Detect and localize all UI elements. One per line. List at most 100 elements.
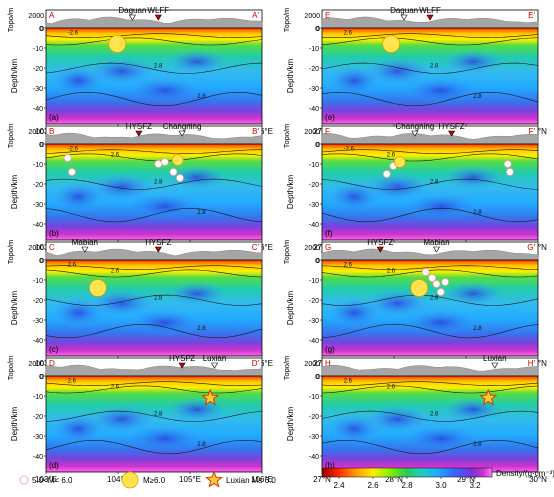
section-frame	[45, 27, 263, 125]
topo-tick-label: 2000	[28, 13, 44, 20]
profile-end-label: G′	[527, 243, 535, 252]
topo-axis-label: Topo/m	[6, 124, 15, 149]
low-density-anomaly	[50, 64, 107, 97]
density-contour	[45, 62, 263, 74]
contour-label: 2.8	[430, 295, 439, 301]
earthquake-small	[421, 268, 430, 276]
topo-tick-label: 0	[40, 258, 44, 265]
depth-tick-label: -40	[309, 222, 319, 229]
x-tick-label: 28°N	[385, 475, 403, 484]
density-contour	[321, 323, 539, 339]
depth-tick-label: -40	[309, 106, 319, 113]
profile-end-label: B′	[252, 127, 259, 136]
topo-tick-label: 2000	[28, 245, 44, 252]
depth-tick-label: -20	[33, 66, 43, 73]
marker-label: HYSFZ	[126, 122, 152, 131]
panel-letter: (g)	[325, 345, 335, 354]
earthquake-small	[382, 170, 391, 178]
density-contour	[321, 62, 539, 74]
contour-label: 2.6	[387, 384, 396, 390]
contour-label: 2.8	[430, 411, 439, 417]
density-contour	[45, 91, 263, 107]
density-contour	[321, 439, 539, 455]
topo-tick-label: 0	[316, 142, 320, 149]
profile-start-label: H	[325, 359, 331, 368]
depth-tick-label: -30	[33, 434, 43, 441]
profile-start-label: B	[49, 127, 54, 136]
contour-label: 2.6	[111, 152, 120, 158]
panel-letter: (d)	[49, 461, 59, 470]
legend-star-label: Luxian Ms 6.0	[226, 476, 276, 485]
earthquake-small	[436, 288, 445, 296]
depth-tick-label: -20	[33, 182, 43, 189]
depth-tick-label: -30	[309, 202, 319, 209]
contour-label: 2.8	[154, 411, 163, 417]
depth-tick-label: 0	[39, 258, 43, 265]
panel-letter: (c)	[49, 345, 59, 354]
profile-start-label: D	[49, 359, 55, 368]
earthquake-small	[432, 280, 441, 288]
topography-profile	[321, 133, 539, 145]
topo-axis-label: Topo/m	[282, 240, 291, 265]
depth-tick-label: -30	[33, 202, 43, 209]
depth-tick-label: -40	[33, 106, 43, 113]
density-contour	[45, 385, 263, 394]
profile-start-label: G	[325, 243, 331, 252]
depth-tick-label: -40	[33, 222, 43, 229]
depth-tick-label: -10	[309, 46, 319, 53]
low-density-anomaly	[167, 397, 228, 422]
section-frame	[321, 27, 539, 125]
x-tick-label: 105°E	[179, 475, 201, 484]
depth-tick-label: -30	[309, 434, 319, 441]
colorbar-tick-label: 2.8	[401, 481, 413, 490]
x-tick-label: 104°E	[107, 475, 129, 484]
density-contour	[45, 439, 263, 455]
density-contour	[321, 294, 539, 306]
fault-marker	[448, 130, 456, 137]
depth-axis-label: Depth/km	[286, 175, 295, 210]
topo-axis-label: Topo/m	[6, 240, 15, 265]
low-density-anomaly	[400, 76, 481, 105]
fault-marker	[178, 362, 186, 369]
contour-label: 2.8	[473, 326, 482, 332]
topo-axis-label: Topo/m	[282, 124, 291, 149]
topo-tick-label: 0	[40, 142, 44, 149]
earthquake-small	[176, 174, 184, 182]
depth-tick-label: -20	[309, 298, 319, 305]
earthquake-small	[503, 160, 512, 168]
density-contour	[321, 153, 539, 162]
profile-start-label: F	[325, 127, 330, 136]
fault-marker	[154, 14, 162, 21]
marker-label: Luxian	[203, 354, 227, 363]
topo-axis-label: Topo/m	[6, 8, 15, 33]
contour-label: 2.6	[344, 379, 353, 385]
earthquake-small	[68, 168, 76, 176]
contour-label: 2.6	[111, 384, 120, 390]
luxian-star	[201, 388, 220, 406]
low-density-anomaly	[167, 49, 228, 74]
earthquake-small	[506, 168, 514, 176]
legend-small-symbol	[19, 475, 29, 485]
site-marker	[411, 130, 419, 137]
depth-tick-label: -40	[309, 338, 319, 345]
marker-label: WLFF	[147, 6, 169, 15]
depth-tick-label: 0	[39, 142, 43, 149]
depth-tick-label: -40	[33, 454, 43, 461]
topo-tick-label: 0	[40, 374, 44, 381]
marker-label: Mabian	[72, 238, 98, 247]
topo-tick-label: 2000	[304, 245, 320, 252]
earthquake-large	[410, 279, 429, 297]
topography-profile	[45, 248, 263, 261]
depth-tick-label: 0	[315, 142, 319, 149]
low-density-anomaly	[124, 308, 205, 337]
topo-axis-label: Topo/m	[6, 356, 15, 381]
topo-tick-label: 2000	[304, 129, 320, 136]
depth-axis-label: Depth/km	[10, 175, 19, 210]
density-contour	[45, 178, 263, 190]
legend-large-label: M≥6.0	[143, 476, 166, 485]
contour-label: -2.6	[68, 31, 79, 37]
fault-marker	[154, 246, 162, 253]
